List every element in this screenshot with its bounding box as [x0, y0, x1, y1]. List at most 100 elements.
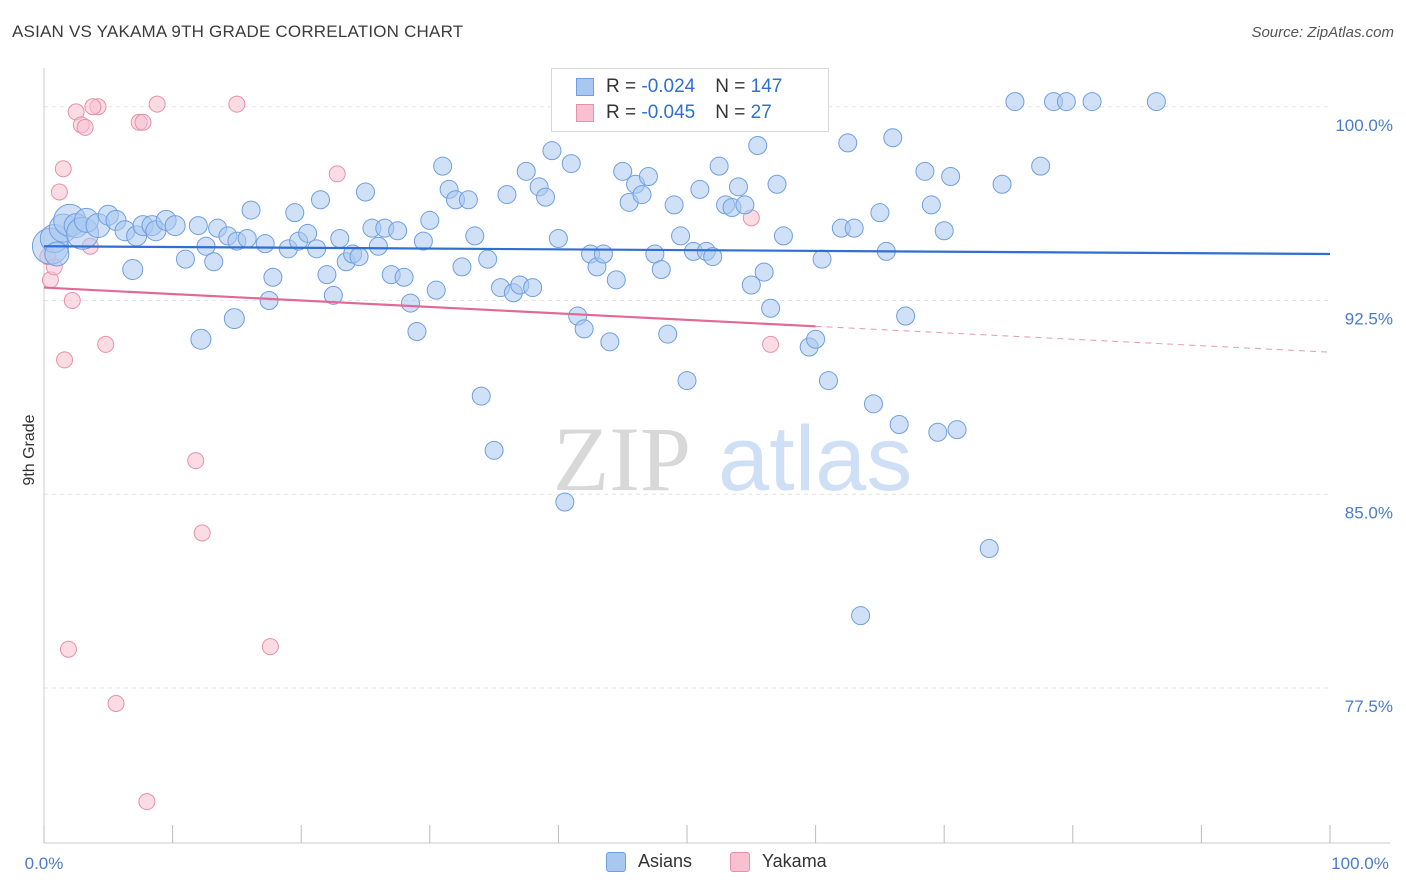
- yakama-point: [193, 524, 211, 542]
- asian-r-label: R =: [606, 76, 642, 97]
- asian-point: [761, 298, 781, 318]
- asian-point: [420, 210, 440, 230]
- asian-point: [401, 293, 421, 313]
- asian-point: [44, 241, 70, 267]
- asian-point: [992, 174, 1012, 194]
- asian-point: [413, 231, 433, 251]
- asian-trend-line: [43, 245, 1331, 256]
- asian-point: [356, 182, 375, 202]
- yakama-point: [76, 118, 94, 136]
- legend-asians: Asians: [606, 851, 692, 872]
- asian-point: [606, 270, 626, 290]
- watermark-atlas: atlas: [718, 408, 912, 510]
- asian-point: [773, 226, 793, 246]
- y-tick-labels: 100.0% 92.5% 85.0% 77.5%: [1335, 116, 1393, 716]
- yakama-point: [97, 335, 115, 353]
- yakama-trend-extension: [815, 325, 1331, 353]
- asian-point: [548, 229, 568, 248]
- yakama-point: [261, 638, 279, 656]
- asian-point: [651, 260, 671, 279]
- asian-point: [561, 154, 581, 174]
- asian-point: [863, 394, 883, 414]
- asian-point: [516, 161, 536, 181]
- asian-point: [330, 229, 350, 248]
- asian-point: [748, 136, 768, 155]
- y-axis-label: 9th Grade: [21, 414, 38, 485]
- yakama-point: [134, 113, 152, 131]
- yakama-point: [59, 640, 77, 658]
- asian-n-value: 147: [750, 76, 783, 97]
- asian-point: [1031, 156, 1051, 176]
- asian-point: [536, 187, 556, 207]
- asian-point: [934, 221, 954, 241]
- asian-point: [671, 226, 691, 246]
- yakama-r-label: R =: [606, 102, 642, 123]
- yakama-point: [50, 183, 68, 201]
- grid-lines: [44, 106, 1330, 689]
- asian-point: [555, 492, 575, 512]
- yakama-point: [148, 95, 166, 113]
- asians-legend-label: Asians: [638, 851, 693, 871]
- legend-yakama: Yakama: [730, 851, 827, 872]
- asian-points: [31, 92, 1166, 626]
- asian-r-value: -0.024: [641, 76, 696, 97]
- axes: [43, 68, 1390, 844]
- asian-point: [818, 371, 838, 391]
- asian-point: [298, 223, 318, 243]
- asian-point: [806, 329, 826, 349]
- asian-point: [223, 308, 245, 330]
- asian-point: [735, 195, 755, 215]
- asian-point: [574, 319, 594, 339]
- yakama-point: [228, 95, 246, 113]
- asian-point: [484, 440, 504, 460]
- x-tick-labels: 0.0% 100.0%: [25, 854, 1389, 873]
- asians-legend-swatch: [606, 851, 626, 872]
- asian-point: [638, 167, 658, 186]
- asian-point: [883, 128, 903, 148]
- yakama-legend-swatch: [730, 851, 750, 872]
- correlation-legend: R = -0.024 N = 147 R = -0.045 N = 27: [551, 68, 829, 132]
- yakama-r-value: -0.045: [641, 102, 696, 123]
- yakama-point: [63, 292, 81, 309]
- yakama-trend-line: [43, 286, 816, 328]
- asian-point: [542, 141, 562, 161]
- asian-point: [190, 328, 212, 350]
- asian-point: [838, 133, 858, 153]
- asian-point: [1146, 92, 1166, 112]
- yakama-n-value: 27: [750, 102, 772, 123]
- watermark: ZIP atlas: [553, 408, 912, 510]
- asian-point: [915, 161, 935, 181]
- y-tick-label: 100.0%: [1335, 116, 1393, 135]
- y-tick-label: 85.0%: [1345, 503, 1393, 522]
- asian-point: [754, 262, 774, 282]
- asian-point: [870, 203, 890, 223]
- asian-point: [523, 278, 543, 298]
- watermark-zip: ZIP: [553, 408, 691, 510]
- asian-point: [452, 257, 472, 277]
- asian-point: [394, 267, 414, 287]
- legend-row-asian: R = -0.024 N = 147: [576, 75, 782, 99]
- asian-point: [263, 267, 283, 287]
- asian-point: [728, 177, 748, 197]
- asian-point: [677, 371, 697, 391]
- asian-point: [896, 306, 916, 326]
- yakama-point: [187, 452, 205, 470]
- chart-source: Source: ZipAtlas.com: [1251, 24, 1394, 41]
- asian-point: [478, 249, 498, 269]
- asian-point: [1005, 92, 1025, 112]
- asian-point: [709, 156, 729, 176]
- asian-point: [285, 203, 305, 223]
- yakama-swatch: [576, 104, 594, 122]
- yakama-point: [762, 335, 780, 353]
- yakama-point: [84, 98, 102, 116]
- asian-point: [1082, 92, 1102, 112]
- asian-point: [241, 200, 261, 220]
- asian-point: [947, 420, 967, 440]
- asian-point: [979, 539, 999, 558]
- asian-point: [426, 280, 446, 300]
- x-tick-label-min: 0.0%: [25, 854, 64, 873]
- asian-point: [188, 216, 208, 236]
- asian-point: [471, 386, 491, 406]
- asian-point: [600, 332, 620, 352]
- yakama-n-label: N =: [715, 102, 751, 123]
